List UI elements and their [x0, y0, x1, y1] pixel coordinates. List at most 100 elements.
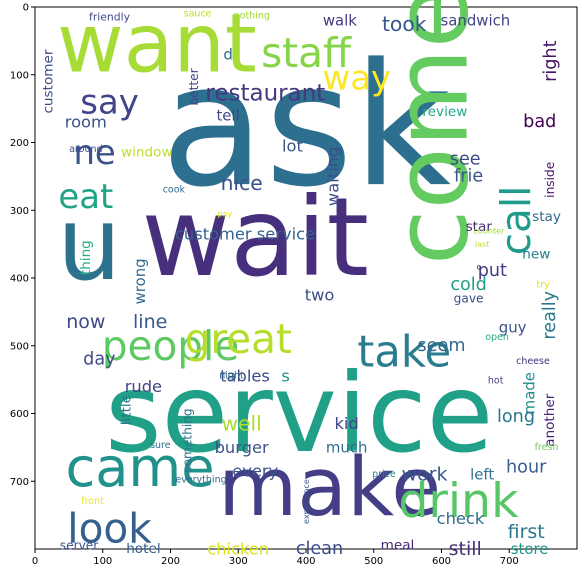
word-92: window	[121, 145, 173, 161]
word-31: walk	[323, 12, 357, 30]
word-10: take	[357, 328, 451, 378]
word-94: room	[65, 113, 107, 132]
word-8: drink	[398, 474, 519, 529]
word-1: wait	[141, 174, 369, 301]
word-67: kid	[335, 414, 359, 433]
word-41: frie	[454, 166, 483, 186]
word-18: ne	[73, 133, 115, 172]
word-26: server	[60, 539, 100, 553]
word-56: cheese	[516, 356, 550, 367]
x-tick-label: 700	[500, 556, 519, 567]
word-11: people	[102, 322, 240, 370]
word-27: meal	[381, 538, 415, 554]
word-35: nothing	[234, 10, 270, 21]
word-12: great	[185, 315, 292, 363]
word-89: nice	[221, 171, 263, 195]
word-88: cook	[163, 184, 186, 195]
word-17: eat	[58, 177, 113, 216]
word-0: ask	[161, 27, 451, 224]
word-69: well	[221, 412, 261, 436]
word-44: counter	[473, 226, 505, 236]
y-tick-label: 400	[10, 274, 29, 285]
x-tick-label: 500	[364, 556, 383, 567]
word-86: thing	[78, 240, 94, 275]
word-65: price	[372, 469, 396, 480]
word-83: line	[133, 311, 167, 333]
y-tick-label: 700	[10, 477, 29, 488]
word-5: make	[218, 441, 441, 535]
word-90: lot	[282, 136, 303, 155]
word-81: day	[83, 349, 115, 369]
word-51: c	[477, 261, 481, 271]
word-93: around	[69, 144, 102, 155]
x-tick-label: 0	[32, 556, 38, 567]
x-axis: 0 100 200 300 400 500 600 700	[32, 549, 519, 567]
word-4: come	[372, 0, 490, 265]
word-47: cold	[450, 275, 487, 295]
word-40: see	[450, 149, 481, 169]
word-63: work	[402, 463, 448, 485]
word-68: sure	[150, 440, 171, 451]
y-tick-label: 600	[10, 409, 29, 420]
word-74: experience	[301, 479, 311, 524]
word-49: try	[536, 279, 550, 290]
y-tick-label: 500	[10, 341, 29, 352]
word-91: waiting	[324, 147, 343, 206]
word-52: really	[540, 291, 560, 340]
word-50: last	[475, 239, 490, 249]
x-tick-label: 300	[229, 556, 248, 567]
word-46: put	[478, 261, 507, 281]
word-64: left	[470, 465, 494, 483]
word-25: hotel	[126, 541, 160, 557]
word-21: first	[508, 521, 545, 543]
word-32: sandwich	[441, 12, 511, 30]
word-43: star	[466, 219, 493, 235]
word-9: staff	[261, 29, 352, 77]
word-79: rude	[125, 377, 162, 396]
x-tick-label: 400	[296, 556, 315, 567]
word-61: fresh	[535, 442, 559, 453]
word-59: hot	[488, 375, 504, 386]
word-73: something	[180, 408, 194, 473]
word-6: u	[57, 185, 121, 303]
word-36: right	[541, 40, 561, 81]
word-62: hour	[506, 458, 547, 478]
word-39: inside	[543, 162, 557, 198]
word-71: every	[232, 462, 278, 481]
word-85: two	[305, 285, 335, 304]
word-38: review	[422, 104, 467, 120]
word-3: want	[57, 0, 257, 91]
word-37: bad	[523, 112, 556, 132]
word-19: restaurant	[205, 81, 325, 107]
y-axis: 0 100 200 300 400 500 600 700	[10, 3, 35, 488]
x-tick-label: 200	[161, 556, 180, 567]
word-7: came	[65, 436, 214, 499]
word-15: say	[80, 82, 138, 121]
word-75: front	[81, 496, 104, 507]
word-13: look	[67, 505, 152, 553]
plot-area	[34, 6, 578, 550]
y-tick-label: 300	[10, 206, 29, 217]
y-tick-label: 100	[10, 70, 29, 81]
word-16: way	[323, 59, 392, 98]
x-tick-label: 600	[432, 556, 451, 567]
word-80: little	[118, 395, 134, 425]
word-20: customer service	[175, 224, 315, 243]
word-60: long	[497, 407, 535, 427]
word-2: service	[105, 350, 493, 477]
y-tick-label: 200	[10, 138, 29, 149]
word-58: another	[542, 393, 558, 447]
word-14: call	[492, 186, 540, 256]
word-23: clean	[296, 539, 343, 559]
word-28: store	[511, 540, 549, 558]
word-84: wrong	[131, 258, 149, 304]
y-tick-label: 0	[23, 3, 29, 14]
x-tick-label: 100	[93, 556, 112, 567]
word-66: much	[326, 438, 368, 456]
word-33: friendly	[89, 11, 131, 24]
word-53: guy	[499, 318, 527, 336]
word-30: took	[382, 12, 427, 36]
word-57: made	[521, 372, 539, 414]
word-55: seem	[418, 336, 466, 356]
